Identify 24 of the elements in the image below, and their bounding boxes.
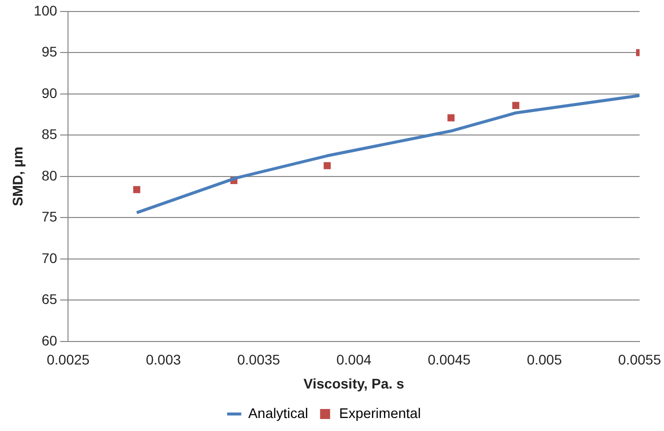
y-tick-label: 65 — [42, 291, 58, 308]
y-axis-title: SMD, µm — [9, 146, 26, 206]
point — [133, 186, 140, 194]
x-tick-label: 0.004 — [336, 352, 372, 368]
x-tick-label: 0.0035 — [237, 352, 280, 368]
point — [324, 162, 331, 170]
y-tick-label: 75 — [42, 208, 58, 225]
x-tick-label: 0.005 — [526, 352, 562, 368]
legend-label: Analytical — [248, 404, 308, 421]
y-tick-label: 70 — [42, 250, 58, 266]
y-tick-label: 85 — [42, 126, 58, 142]
x-tick-label: 0.0025 — [46, 352, 90, 368]
point — [512, 102, 520, 109]
x-tick-label: 0.0055 — [618, 352, 662, 368]
x-axis-title: Viscosity, Pa. s — [304, 375, 404, 392]
x-tick-label: 0.0045 — [428, 352, 471, 368]
y-tick-label: 95 — [42, 44, 58, 60]
point — [447, 114, 455, 122]
x-tick-label: 0.003 — [146, 352, 182, 368]
y-tick-label: 100 — [34, 2, 58, 18]
y-tick-label: 80 — [42, 167, 58, 184]
legend-label: Experimental — [339, 404, 421, 421]
y-tick-label: 60 — [42, 332, 58, 348]
y-tick-label: 90 — [42, 84, 58, 101]
